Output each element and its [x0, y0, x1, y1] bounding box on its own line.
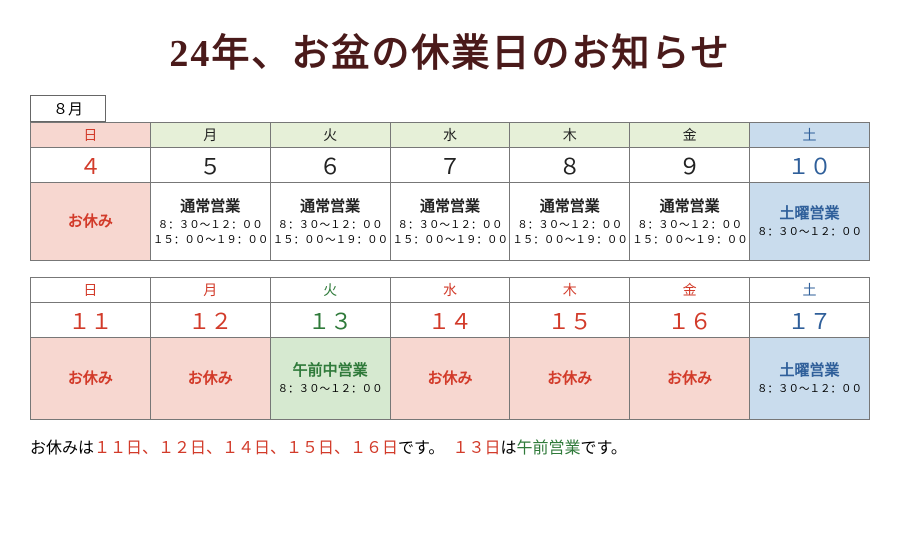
day-cell: お休み	[31, 338, 151, 420]
calendar-container: ８月 日 月 火 水 木 金 土 ４ ５ ６ ７ ８ ９ １０ お休み	[30, 95, 870, 420]
content-row-1: お休み 通常営業 ８：３０～１２：００ １５：００～１９：００ 通常営業 ８：３…	[31, 183, 870, 261]
dow-mon: 月	[150, 123, 270, 148]
dow-fri: 金	[630, 123, 750, 148]
footer-text: です。	[580, 440, 626, 457]
date-cell: ４	[31, 148, 151, 183]
date-cell: １６	[630, 303, 750, 338]
status-label: お休み	[512, 367, 627, 388]
date-cell: ５	[150, 148, 270, 183]
status-time: ８：３０～１２：００	[752, 226, 867, 241]
calendar-week-1: 日 月 火 水 木 金 土 ４ ５ ６ ７ ８ ９ １０ お休み 通常営業 ８	[30, 122, 870, 261]
dow-wed: 水	[390, 123, 510, 148]
dow-sat: 土	[750, 278, 870, 303]
day-cell: 土曜営業 ８：３０～１２：００	[750, 183, 870, 261]
footer-holiday-dates: １１日、１２日、１４日、１５日、１６日	[94, 440, 398, 457]
footer-text: です。	[398, 440, 452, 457]
date-cell: ７	[390, 148, 510, 183]
status-label: お休み	[393, 367, 508, 388]
month-label: ８月	[30, 95, 106, 122]
day-cell: お休み	[510, 338, 630, 420]
status-label: 通常営業	[273, 195, 388, 216]
dow-sun: 日	[31, 278, 151, 303]
calendar-week-2: 日 月 火 水 木 金 土 １１ １２ １３ １４ １５ １６ １７ お休み お…	[30, 277, 870, 420]
day-cell: お休み	[31, 183, 151, 261]
date-cell: ６	[270, 148, 390, 183]
status-label: 土曜営業	[752, 359, 867, 380]
day-cell: 土曜営業 ８：３０～１２：００	[750, 338, 870, 420]
status-label: 通常営業	[153, 195, 268, 216]
status-time: ８：３０～１２：００	[393, 219, 508, 234]
day-cell: 通常営業 ８：３０～１２：００ １５：００～１９：００	[630, 183, 750, 261]
status-label: 通常営業	[512, 195, 627, 216]
status-time: １５：００～１９：００	[512, 234, 627, 249]
status-time: ８：３０～１２：００	[153, 219, 268, 234]
footer-am-label: 午前営業	[516, 440, 580, 457]
date-cell: １５	[510, 303, 630, 338]
status-label: 午前中営業	[273, 359, 388, 380]
dow-tue: 火	[270, 123, 390, 148]
status-label: お休み	[33, 367, 148, 388]
day-cell: 通常営業 ８：３０～１２：００ １５：００～１９：００	[510, 183, 630, 261]
status-time: ８：３０～１２：００	[632, 219, 747, 234]
dow-thu: 木	[510, 278, 630, 303]
status-label: 通常営業	[632, 195, 747, 216]
status-label: お休み	[632, 367, 747, 388]
status-time: ８：３０～１２：００	[273, 383, 388, 398]
footer-text: お休みは	[30, 440, 94, 457]
dow-mon: 月	[150, 278, 270, 303]
page-title: 24年、お盆の休業日のお知らせ	[0, 0, 900, 95]
day-cell: 午前中営業 ８：３０～１２：００	[270, 338, 390, 420]
status-time: ８：３０～１２：００	[512, 219, 627, 234]
status-time: １５：００～１９：００	[393, 234, 508, 249]
dow-tue: 火	[270, 278, 390, 303]
dow-row-1: 日 月 火 水 木 金 土	[31, 123, 870, 148]
date-cell: １７	[750, 303, 870, 338]
footer-text: は	[500, 440, 516, 457]
date-cell: １４	[390, 303, 510, 338]
status-label: 土曜営業	[752, 202, 867, 223]
status-label: お休み	[153, 367, 268, 388]
dow-fri: 金	[630, 278, 750, 303]
status-time: ８：３０～１２：００	[752, 383, 867, 398]
date-cell: ８	[510, 148, 630, 183]
dow-sun: 日	[31, 123, 151, 148]
dow-wed: 水	[390, 278, 510, 303]
date-cell: ９	[630, 148, 750, 183]
status-time: １５：００～１９：００	[153, 234, 268, 249]
date-cell: １２	[150, 303, 270, 338]
day-cell: 通常営業 ８：３０～１２：００ １５：００～１９：００	[390, 183, 510, 261]
status-time: １５：００～１９：００	[632, 234, 747, 249]
status-label: お休み	[33, 210, 148, 231]
status-label: 通常営業	[393, 195, 508, 216]
day-cell: 通常営業 ８：３０～１２：００ １５：００～１９：００	[270, 183, 390, 261]
content-row-2: お休み お休み 午前中営業 ８：３０～１２：００ お休み お休み	[31, 338, 870, 420]
status-time: ８：３０～１２：００	[273, 219, 388, 234]
date-row-1: ４ ５ ６ ７ ８ ９ １０	[31, 148, 870, 183]
dow-row-2: 日 月 火 水 木 金 土	[31, 278, 870, 303]
status-time: １５：００～１９：００	[273, 234, 388, 249]
date-cell: １０	[750, 148, 870, 183]
day-cell: お休み	[150, 338, 270, 420]
dow-thu: 木	[510, 123, 630, 148]
date-row-2: １１ １２ １３ １４ １５ １６ １７	[31, 303, 870, 338]
day-cell: お休み	[630, 338, 750, 420]
footer-note: お休みは１１日、１２日、１４日、１５日、１６日です。 １３日は午前営業です。	[30, 434, 870, 458]
date-cell: １３	[270, 303, 390, 338]
date-cell: １１	[31, 303, 151, 338]
footer-am-date: １３日	[452, 440, 500, 457]
day-cell: お休み	[390, 338, 510, 420]
dow-sat: 土	[750, 123, 870, 148]
day-cell: 通常営業 ８：３０～１２：００ １５：００～１９：００	[150, 183, 270, 261]
